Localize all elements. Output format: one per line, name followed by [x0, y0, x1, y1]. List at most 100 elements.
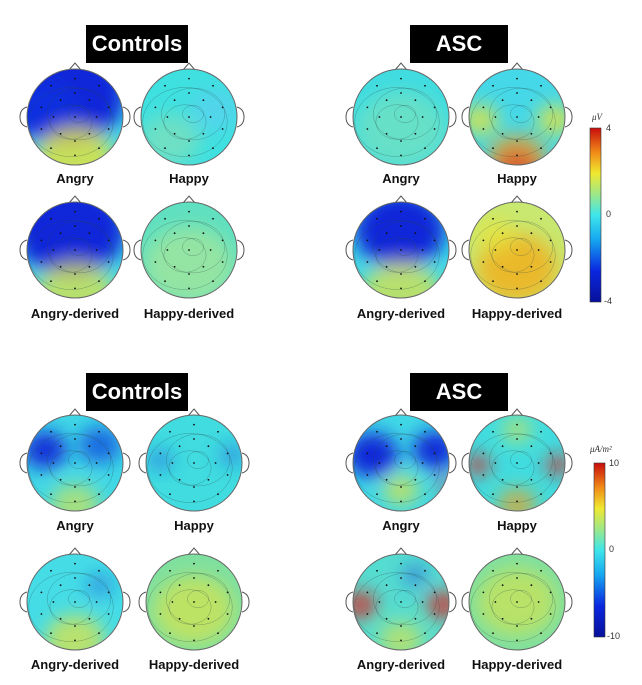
- colorbar-max-bottom: 10: [609, 458, 620, 468]
- map-label: Happy-derived: [471, 306, 563, 321]
- scalp-outline: [352, 414, 450, 512]
- ear-outline: [345, 591, 354, 613]
- map-label: Angry: [382, 171, 420, 186]
- ear-outline: [236, 239, 245, 261]
- nose-outline: [510, 195, 524, 204]
- scalp-outline: [145, 553, 243, 651]
- ear-outline: [564, 591, 573, 613]
- ear-outline: [122, 239, 131, 261]
- group-label-controls-top: Controls: [86, 25, 188, 63]
- ear-outline: [241, 452, 250, 474]
- ear-outline: [461, 239, 470, 261]
- colorbar-unit-bottom: μA/m²: [590, 444, 612, 454]
- ear-outline: [345, 239, 354, 261]
- ear-outline: [564, 239, 573, 261]
- head-asc-angry-2: [345, 408, 457, 512]
- scalp-outline: [468, 553, 566, 651]
- map-label: Angry: [382, 518, 420, 533]
- map-label: Angry-derived: [356, 657, 446, 672]
- ear-outline: [564, 452, 573, 474]
- map-label: Happy: [497, 171, 537, 186]
- ear-outline: [122, 452, 131, 474]
- ear-outline: [461, 452, 470, 474]
- scalp-outline: [145, 414, 243, 512]
- nose-outline: [68, 408, 82, 417]
- head-asc-happy-derived: [461, 195, 573, 299]
- nose-outline: [394, 547, 408, 556]
- ear-outline: [122, 591, 131, 613]
- nose-outline: [187, 547, 201, 556]
- ear-outline: [448, 239, 457, 261]
- ear-outline: [138, 591, 147, 613]
- ear-outline: [133, 106, 142, 128]
- ear-outline: [345, 106, 354, 128]
- head-controls-angry-2: [19, 408, 131, 512]
- ear-outline: [461, 106, 470, 128]
- nose-outline: [394, 408, 408, 417]
- map-label: Angry-derived: [30, 306, 120, 321]
- head-asc-happy-derived-2: [461, 547, 573, 651]
- scalp-outline: [352, 68, 450, 166]
- ear-outline: [19, 452, 28, 474]
- scalp-outline: [26, 201, 124, 299]
- nose-outline: [182, 62, 196, 71]
- group-label-asc-bottom: ASC: [410, 373, 508, 411]
- nose-outline: [510, 547, 524, 556]
- scalp-outline: [468, 68, 566, 166]
- map-label: Angry-derived: [356, 306, 446, 321]
- scalp-outline: [26, 414, 124, 512]
- head-controls-happy-derived: [133, 195, 245, 299]
- head-controls-happy-2: [138, 408, 250, 512]
- colorbar-mid-bottom: 0: [609, 544, 615, 554]
- head-controls-angry-derived: [19, 195, 131, 299]
- group-label-asc-top: ASC: [410, 25, 508, 63]
- ear-outline: [448, 591, 457, 613]
- nose-outline: [68, 195, 82, 204]
- head-asc-happy-2: [461, 408, 573, 512]
- map-label: Happy-derived: [143, 306, 235, 321]
- ear-outline: [138, 452, 147, 474]
- scalp-outline: [352, 553, 450, 651]
- ear-outline: [564, 106, 573, 128]
- ear-outline: [19, 239, 28, 261]
- colorbar-min-bottom: -10: [607, 631, 621, 641]
- scalp-outline: [140, 68, 238, 166]
- nose-outline: [182, 195, 196, 204]
- scalp-outline: [468, 201, 566, 299]
- colorbar-min-top: -4: [604, 296, 613, 306]
- ear-outline: [448, 106, 457, 128]
- ear-outline: [241, 591, 250, 613]
- map-label: Angry-derived: [30, 657, 120, 672]
- ear-outline: [345, 452, 354, 474]
- ear-outline: [122, 106, 131, 128]
- head-asc-happy: [461, 62, 573, 166]
- colorbar-max-top: 4: [606, 123, 612, 133]
- nose-outline: [68, 547, 82, 556]
- head-controls-happy-derived-2: [138, 547, 250, 651]
- map-label: Happy-derived: [471, 657, 563, 672]
- nose-outline: [68, 62, 82, 71]
- nose-outline: [394, 195, 408, 204]
- head-asc-angry-derived-2: [345, 547, 457, 651]
- nose-outline: [510, 62, 524, 71]
- colorbar-mid-top: 0: [606, 209, 612, 219]
- scalp-outline: [26, 553, 124, 651]
- map-label: Angry: [56, 518, 94, 533]
- ear-outline: [19, 106, 28, 128]
- ear-outline: [461, 591, 470, 613]
- ear-outline: [19, 591, 28, 613]
- map-label: Happy: [174, 518, 214, 533]
- head-asc-angry-derived: [345, 195, 457, 299]
- map-label: Happy-derived: [148, 657, 240, 672]
- head-controls-happy: [133, 62, 245, 166]
- colorbar-unit-top: μV: [592, 112, 603, 122]
- ear-outline: [236, 106, 245, 128]
- nose-outline: [394, 62, 408, 71]
- nose-outline: [187, 408, 201, 417]
- map-label: Angry: [56, 171, 94, 186]
- ear-outline: [133, 239, 142, 261]
- colorbar-current: [593, 462, 606, 638]
- colorbar-voltage: [589, 127, 602, 303]
- map-label: Happy: [169, 171, 209, 186]
- group-label-controls-bottom: Controls: [86, 373, 188, 411]
